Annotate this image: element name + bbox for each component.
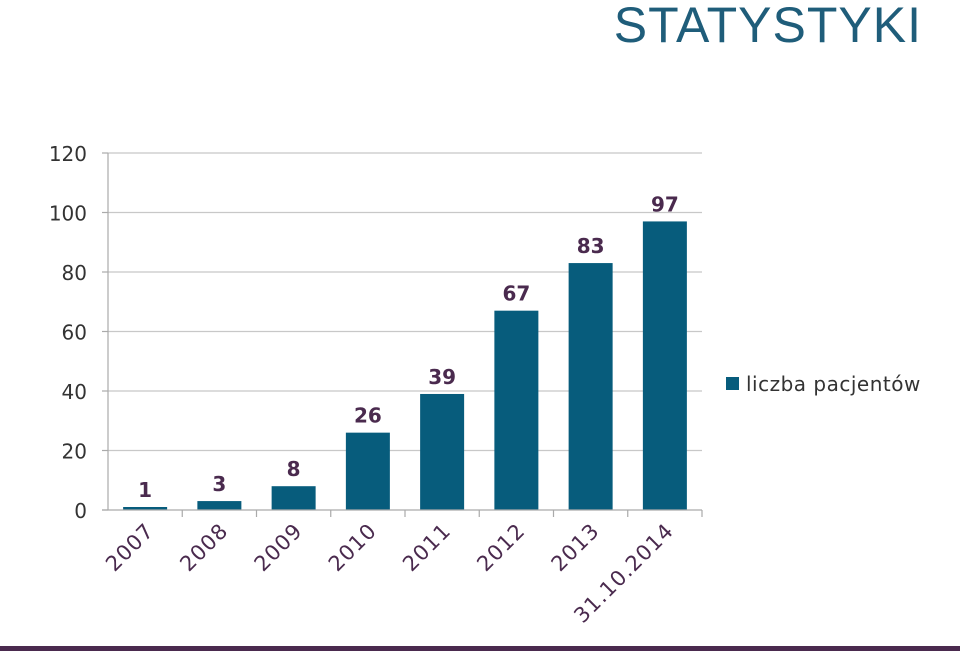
y-tick-label: 80 — [62, 261, 87, 285]
legend: liczba pacjentów — [726, 372, 921, 396]
y-tick-label: 0 — [74, 499, 87, 523]
data-labels: 1 3 8 26 39 67 83 97 — [138, 192, 679, 502]
y-tick-label: 20 — [62, 440, 87, 464]
x-tick-label: 2008 — [175, 519, 233, 577]
data-label: 1 — [138, 478, 152, 502]
legend-label: liczba pacjentów — [746, 372, 921, 396]
bar — [494, 310, 539, 510]
y-tick-label: 40 — [62, 380, 87, 404]
bar — [345, 432, 390, 510]
page-title: STATYSTYKI — [613, 0, 922, 53]
bottom-rule — [0, 646, 960, 651]
x-tick-label: 2013 — [547, 519, 605, 577]
y-tick-label: 100 — [49, 202, 87, 226]
bar — [642, 221, 687, 511]
data-label: 67 — [502, 282, 530, 306]
y-axis: 0 20 40 60 80 100 120 — [49, 142, 109, 523]
data-label: 26 — [354, 404, 382, 428]
legend-swatch — [726, 377, 739, 390]
y-tick-label: 60 — [62, 321, 87, 345]
bar — [420, 393, 465, 510]
data-label: 39 — [428, 365, 456, 389]
bar — [197, 501, 242, 510]
data-label: 97 — [651, 192, 679, 216]
x-tick-label: 2010 — [324, 519, 382, 577]
grid-lines — [108, 152, 702, 452]
y-tick-label: 120 — [49, 142, 87, 166]
x-tick-label: 2007 — [101, 519, 159, 577]
bar — [568, 263, 613, 510]
bar — [271, 486, 316, 510]
data-label: 8 — [287, 457, 301, 481]
x-tick-label: 2012 — [472, 519, 530, 577]
bar — [123, 507, 168, 510]
data-label: 83 — [577, 234, 605, 258]
bars — [123, 221, 687, 511]
x-tick-label: 2009 — [250, 519, 308, 577]
data-label: 3 — [212, 472, 226, 496]
x-tick-label: 2011 — [398, 519, 456, 577]
